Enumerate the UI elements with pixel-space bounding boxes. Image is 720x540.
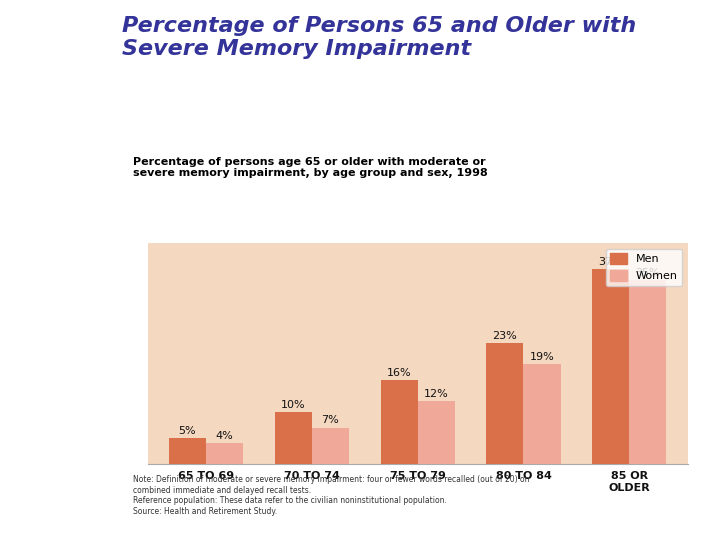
Bar bbox=[523, 364, 561, 464]
Text: 10%: 10% bbox=[281, 400, 305, 409]
Text: 7%: 7% bbox=[321, 415, 339, 426]
Bar bbox=[274, 411, 312, 464]
Text: 16%: 16% bbox=[387, 368, 411, 378]
Bar bbox=[381, 380, 418, 464]
Bar bbox=[168, 438, 206, 464]
Legend: Men, Women: Men, Women bbox=[606, 248, 682, 286]
Bar bbox=[312, 428, 348, 464]
Bar bbox=[418, 401, 454, 464]
Text: 35%: 35% bbox=[636, 268, 660, 278]
Text: 12%: 12% bbox=[424, 389, 449, 399]
Text: 4%: 4% bbox=[215, 431, 233, 441]
Text: 23%: 23% bbox=[492, 331, 518, 341]
Bar bbox=[593, 269, 629, 464]
Text: Percentage of persons age 65 or older with moderate or
severe memory impairment,: Percentage of persons age 65 or older wi… bbox=[133, 157, 488, 178]
Bar bbox=[629, 280, 667, 464]
Text: 5%: 5% bbox=[179, 426, 196, 436]
Bar bbox=[487, 343, 523, 464]
Text: 37%: 37% bbox=[598, 257, 624, 267]
Bar bbox=[206, 443, 243, 464]
Text: Note: Definition of moderate or severe memory impairment: four or fewer words re: Note: Definition of moderate or severe m… bbox=[133, 476, 530, 516]
Text: Percentage of Persons 65 and Older with
Severe Memory Impairment: Percentage of Persons 65 and Older with … bbox=[122, 16, 636, 59]
Text: 19%: 19% bbox=[530, 352, 554, 362]
